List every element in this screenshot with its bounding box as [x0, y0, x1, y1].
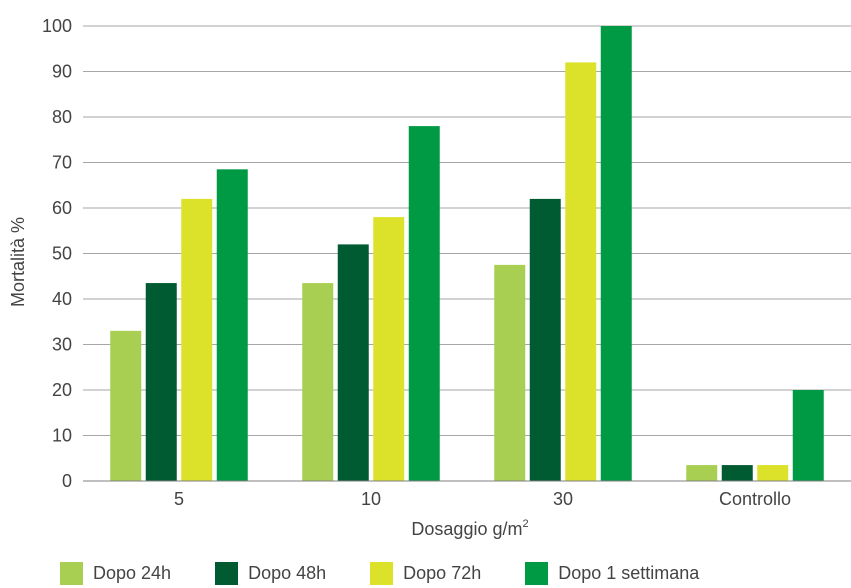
bar	[181, 198, 213, 481]
y-tick-label: 90	[52, 62, 72, 82]
bar	[529, 198, 561, 481]
legend-item: Dopo 1 settimana	[525, 562, 699, 585]
x-tick-label: 10	[361, 489, 381, 509]
bar	[721, 465, 753, 481]
x-axis-label-superscript: 2	[522, 518, 528, 530]
x-axis-label-text: Dosaggio g/m	[411, 519, 522, 539]
legend-label: Dopo 48h	[248, 563, 327, 583]
bar	[373, 217, 405, 481]
legend-label: Dopo 72h	[403, 563, 482, 583]
legend-item: Dopo 48h	[215, 562, 326, 585]
bar	[565, 62, 597, 482]
y-tick-label: 10	[52, 426, 72, 446]
bar	[110, 330, 142, 481]
y-tick-label: 30	[52, 335, 72, 355]
bar	[686, 465, 718, 481]
y-tick-label: 0	[62, 471, 72, 491]
y-tick-label: 60	[52, 198, 72, 218]
legend-swatch	[215, 562, 239, 585]
bar	[302, 283, 334, 481]
bar	[757, 465, 789, 481]
y-tick-label: 20	[52, 380, 72, 400]
bar	[216, 169, 248, 481]
bar	[600, 26, 632, 481]
legend-label: Dopo 24h	[93, 563, 172, 583]
legend-swatch	[370, 562, 394, 585]
bar	[145, 283, 177, 481]
y-tick-label: 70	[52, 153, 72, 173]
bar	[494, 264, 526, 481]
y-tick-label: 80	[52, 107, 72, 127]
legend-swatch	[525, 562, 549, 585]
y-tick-label: 40	[52, 289, 72, 309]
legend-item: Dopo 24h	[60, 562, 171, 585]
legend: Dopo 24h Dopo 48h Dopo 72h Dopo 1 settimana	[60, 562, 743, 585]
y-tick-label: 50	[52, 244, 72, 264]
bar	[792, 390, 824, 481]
x-tick-label: 30	[553, 489, 573, 509]
legend-label: Dopo 1 settimana	[558, 563, 700, 583]
legend-swatch	[60, 562, 83, 585]
y-tick-label: 100	[42, 16, 72, 36]
legend-item: Dopo 72h	[370, 562, 481, 585]
x-axis-label: Dosaggio g/m2	[411, 518, 528, 539]
bar	[408, 126, 440, 481]
bars	[110, 26, 824, 482]
axes: 0 10 20 30 40 50 60 70 80 90 100 5 10 30 Controllo	[42, 16, 851, 509]
bar	[337, 244, 369, 481]
x-tick-label: 5	[174, 489, 184, 509]
y-axis-label: Mortalità %	[8, 217, 28, 307]
x-tick-label: Controllo	[719, 489, 791, 509]
